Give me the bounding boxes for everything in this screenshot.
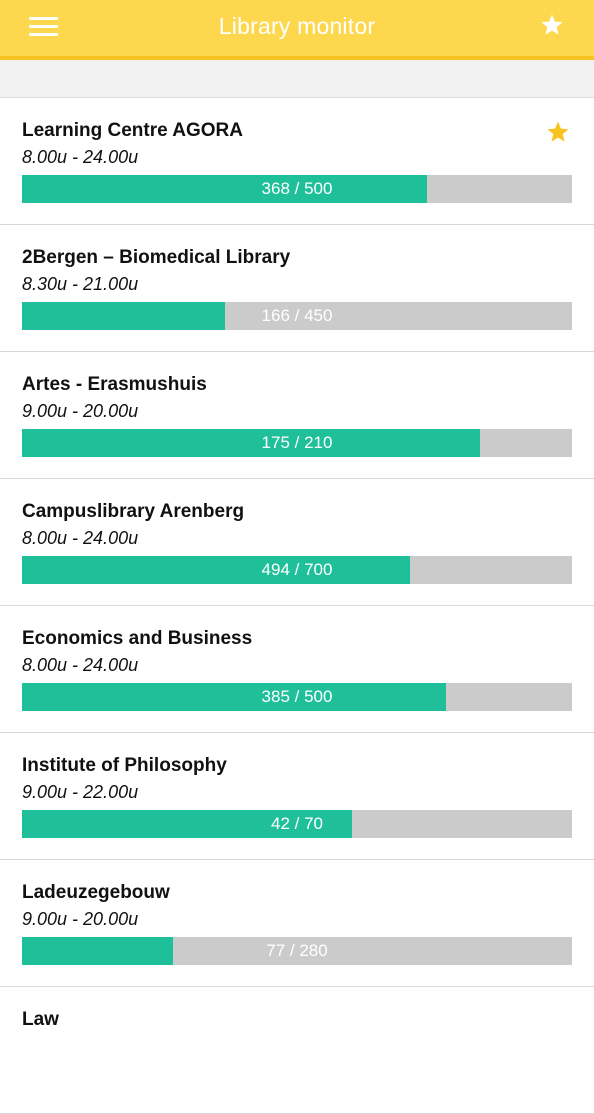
menu-line <box>29 17 58 20</box>
hamburger-menu-icon[interactable] <box>29 15 58 39</box>
library-name: Learning Centre AGORA <box>22 120 243 141</box>
occupancy-label: 42 / 70 <box>271 814 323 833</box>
library-name: Law <box>22 1009 59 1030</box>
occupancy-bar: 166 / 450 <box>22 302 572 330</box>
opening-hours: 8.00u - 24.00u <box>22 655 139 675</box>
favorites-star-icon[interactable] <box>540 13 564 37</box>
occupancy-label: 385 / 500 <box>261 687 333 706</box>
opening-hours: 8.00u - 24.00u <box>22 528 139 548</box>
library-list-item[interactable]: Law <box>0 987 594 1114</box>
opening-hours: 8.00u - 24.00u <box>22 147 139 167</box>
library-list-item[interactable]: Artes - Erasmushuis 9.00u - 20.00u 175 / 2… <box>0 352 594 479</box>
occupancy-bar: 494 / 700 <box>22 556 572 584</box>
menu-line <box>29 25 58 28</box>
occupancy-bar: 368 / 500 <box>22 175 572 203</box>
occupancy-label: 166 / 450 <box>261 306 333 325</box>
occupancy-fill <box>22 429 481 457</box>
sub-header-bar <box>0 60 594 98</box>
opening-hours: 9.00u - 20.00u <box>22 909 139 929</box>
library-list-item[interactable]: Learning Centre AGORA 8.00u - 24.00u 368 /… <box>0 98 594 225</box>
occupancy-bar: 77 / 280 <box>22 937 572 965</box>
library-list-item[interactable]: Ladeuzegebouw 9.00u - 20.00u 77 / 280 <box>0 860 594 987</box>
occupancy-fill <box>22 683 446 711</box>
app-header: Library monitor <box>0 0 594 60</box>
occupancy-fill <box>22 937 174 965</box>
library-list: Learning Centre AGORA 8.00u - 24.00u 368 /… <box>0 98 594 1114</box>
occupancy-fill <box>22 302 225 330</box>
library-list-item[interactable]: Economics and Business 8.00u - 24.00u 385 … <box>0 606 594 733</box>
occupancy-label: 494 / 700 <box>261 560 333 579</box>
occupancy-label: 77 / 280 <box>266 941 328 960</box>
library-name: 2Bergen – Biomedical Library <box>22 247 291 268</box>
library-list-item[interactable]: 2Bergen – Biomedical Library 8.30u - 21.0… <box>0 225 594 352</box>
opening-hours: 8.30u - 21.00u <box>22 274 139 294</box>
library-name: Economics and Business <box>22 628 253 649</box>
page-title: Library monitor <box>218 12 376 39</box>
library-name: Institute of Philosophy <box>22 755 227 776</box>
opening-hours: 9.00u - 20.00u <box>22 401 139 421</box>
library-name: Ladeuzegebouw <box>22 882 170 903</box>
menu-line <box>29 33 58 36</box>
favorite-star-icon[interactable] <box>546 120 570 144</box>
occupancy-label: 368 / 500 <box>261 179 333 198</box>
occupancy-bar: 42 / 70 <box>22 810 572 838</box>
occupancy-fill <box>22 556 411 584</box>
occupancy-label: 175 / 210 <box>261 433 333 452</box>
occupancy-fill <box>22 810 352 838</box>
opening-hours: 9.00u - 22.00u <box>22 782 139 802</box>
library-name: Artes - Erasmushuis <box>22 374 207 395</box>
occupancy-bar: 385 / 500 <box>22 683 572 711</box>
library-list-item[interactable]: Institute of Philosophy 9.00u - 22.00u 42 … <box>0 733 594 860</box>
occupancy-fill <box>22 175 427 203</box>
occupancy-bar: 175 / 210 <box>22 429 572 457</box>
library-list-item[interactable]: Campuslibrary Arenberg 8.00u - 24.00u 494 … <box>0 479 594 606</box>
library-name: Campuslibrary Arenberg <box>22 501 245 522</box>
